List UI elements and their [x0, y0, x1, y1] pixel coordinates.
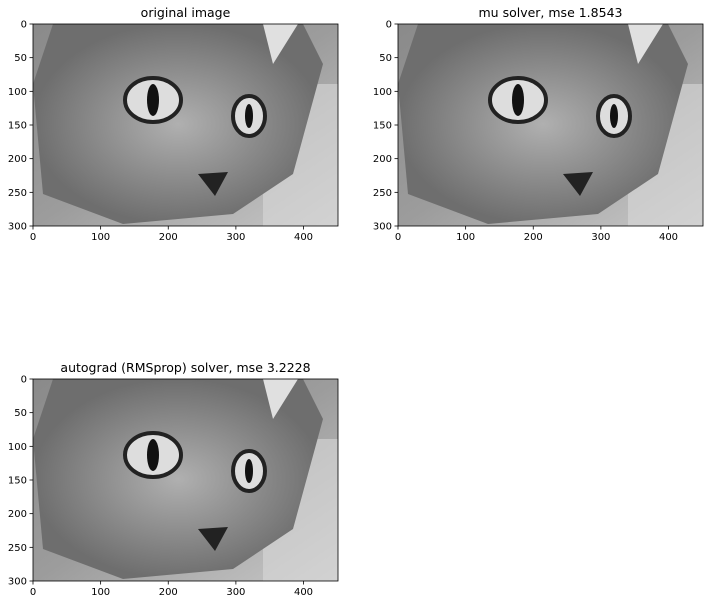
y-tick-label: 50: [14, 408, 27, 419]
x-tick-label: 200: [159, 587, 178, 598]
image: [31, 377, 340, 583]
x-tick-label: 300: [591, 232, 610, 243]
subplot: mu solver, mse 1.8543 0 100 200 300 400 0 50 100…: [373, 5, 705, 243]
y-tick-label: 50: [14, 53, 27, 64]
subplot-title: original image: [141, 5, 231, 20]
y-tick-label: 150: [8, 476, 27, 487]
x-tick-label: 0: [395, 232, 401, 243]
subplot: original image 0 100 200 300 400 0 50 100 150 200 2…: [8, 5, 340, 243]
x-tick-label: 400: [294, 232, 313, 243]
x-tick-label: 300: [226, 232, 245, 243]
image: [396, 22, 705, 228]
x-tick-label: 400: [294, 587, 313, 598]
subplot-title: autograd (RMSprop) solver, mse 3.2228: [60, 360, 310, 375]
x-tick-label: 0: [30, 232, 36, 243]
x-tick-label: 100: [456, 232, 475, 243]
y-tick-label: 0: [386, 20, 392, 31]
y-tick-label: 100: [373, 87, 392, 98]
y-tick-label: 300: [8, 222, 27, 233]
x-tick-label: 200: [524, 232, 543, 243]
x-tick-label: 300: [226, 587, 245, 598]
y-tick-label: 200: [8, 154, 27, 165]
y-tick-label: 100: [8, 442, 27, 453]
y-tick-label: 250: [8, 188, 27, 199]
image: [31, 22, 340, 228]
y-tick-label: 200: [373, 154, 392, 165]
x-tick-label: 0: [30, 587, 36, 598]
y-tick-label: 250: [373, 188, 392, 199]
y-tick-label: 200: [8, 509, 27, 520]
subplot: autograd (RMSprop) solver, mse 3.2228 0 10…: [8, 360, 340, 598]
y-tick-label: 0: [21, 375, 27, 386]
y-tick-label: 150: [373, 121, 392, 132]
x-tick-label: 100: [91, 587, 110, 598]
y-tick-label: 50: [379, 53, 392, 64]
y-tick-label: 150: [8, 121, 27, 132]
x-tick-label: 400: [659, 232, 678, 243]
subplot-title: mu solver, mse 1.8543: [479, 5, 623, 20]
y-tick-label: 300: [373, 222, 392, 233]
y-tick-label: 300: [8, 577, 27, 588]
x-tick-label: 100: [91, 232, 110, 243]
x-tick-label: 200: [159, 232, 178, 243]
y-tick-label: 0: [21, 20, 27, 31]
y-tick-label: 100: [8, 87, 27, 98]
y-tick-label: 250: [8, 543, 27, 554]
